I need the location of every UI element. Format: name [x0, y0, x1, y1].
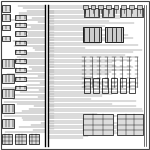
Bar	[2, 26, 10, 30]
Bar	[83, 5, 88, 9]
Bar	[15, 76, 26, 81]
Bar	[15, 134, 26, 144]
Bar	[15, 40, 26, 45]
Bar	[106, 5, 111, 9]
Bar	[111, 78, 117, 93]
Bar	[90, 5, 95, 9]
Bar	[82, 114, 112, 135]
Bar	[137, 5, 142, 9]
Bar	[2, 59, 14, 68]
Bar	[98, 5, 103, 9]
Bar	[15, 22, 26, 27]
Bar	[129, 5, 134, 9]
Bar	[2, 104, 14, 112]
Bar	[129, 78, 135, 93]
Bar	[15, 32, 26, 36]
Bar	[114, 5, 118, 9]
Bar	[15, 68, 26, 72]
Bar	[15, 58, 26, 63]
Bar	[120, 8, 142, 16]
Bar	[82, 27, 100, 42]
Bar	[2, 5, 10, 12]
Bar	[15, 50, 26, 54]
Bar	[2, 119, 14, 127]
Bar	[28, 134, 39, 144]
Bar	[2, 134, 12, 144]
Bar	[15, 85, 26, 90]
Bar	[121, 5, 126, 9]
Bar	[105, 27, 123, 42]
Bar	[102, 8, 114, 16]
Bar	[120, 78, 126, 93]
Bar	[84, 8, 99, 16]
Bar	[93, 78, 99, 93]
Bar	[2, 89, 14, 98]
Bar	[2, 74, 14, 82]
Bar	[2, 36, 10, 40]
Bar	[84, 78, 90, 93]
Bar	[2, 14, 10, 21]
Bar	[15, 15, 26, 20]
Bar	[117, 114, 142, 135]
Bar	[102, 78, 108, 93]
